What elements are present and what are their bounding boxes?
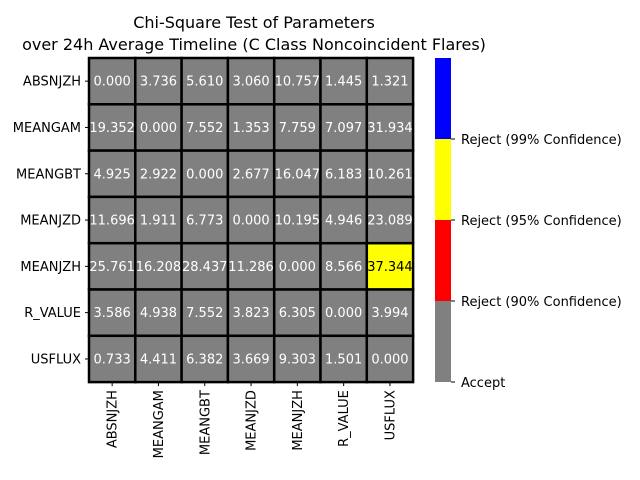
cell-value-label: 25.761 [89,260,135,275]
heatmap-cell [226,288,276,338]
cell-value-label: 0.000 [371,352,408,367]
heatmap-cell [272,103,322,152]
heatmap-cell [87,334,137,384]
heatmap-cell [134,334,183,384]
chart-title-line-2: over 24h Average Timeline (C Class Nonco… [22,35,486,54]
column-tick-label: MEANJZH [291,390,306,451]
cell-value-label: 0.733 [94,352,131,367]
cell-value-label: 5.610 [186,75,223,90]
column-tick-label: R_VALUE [337,390,352,447]
heatmap-cell [365,149,415,199]
cell-value-label: 8.566 [325,260,362,275]
cell-value-label: 6.183 [325,167,362,182]
cell-value-label: 9.303 [279,352,316,367]
colorbar-tick-label: Accept [461,376,505,391]
heatmap-cell [365,334,415,384]
cell-value-label: 10.261 [367,167,413,182]
column-tick-label: ABSNJZH [106,390,121,448]
column-tick-label: MEANGAM [152,390,167,458]
colorbar-tick-label: Reject (99% Confidence) [461,133,622,148]
heatmap-cell [180,56,230,106]
heatmap-cell [365,241,415,291]
colorbar-segment [435,220,451,301]
cell-value-label: 0.000 [186,167,223,182]
cell-value-label: 31.934 [367,121,413,136]
heatmap-cell [272,288,322,338]
cell-value-label: 0.000 [279,260,316,275]
cell-value-label: 1.445 [325,75,362,90]
cell-value-label: 37.344 [367,260,413,275]
cell-value-label: 4.411 [140,352,177,367]
cell-value-label: 6.305 [279,306,316,321]
colorbar-segment [435,139,451,220]
cell-value-label: 2.677 [232,167,269,182]
row-tick-label: MEANJZH [20,260,81,275]
colorbar-tick-label: Reject (90% Confidence) [461,295,622,310]
heatmap-cells: 0.000 3.736 5.610 3.060 10.757 1.445 1.321 19.3… [87,56,415,384]
cell-value-label: 3.736 [140,75,177,90]
column-tick-label: MEANGBT [198,390,213,455]
cell-value-label: 6.773 [186,214,223,229]
colorbar-segment [435,58,451,139]
cell-value-label: 3.823 [232,306,269,321]
cell-value-label: 2.922 [140,167,177,182]
cell-value-label: 7.097 [325,121,362,136]
column-tick-label: USFLUX [383,390,398,440]
cell-value-label: 10.757 [275,75,321,90]
cell-value-label: 6.382 [186,352,223,367]
row-tick-label: MEANJZD [20,214,81,229]
cell-value-label: 4.946 [325,214,362,229]
heatmap-cell [319,334,369,384]
column-tick-label: MEANJZD [245,390,260,451]
heatmap-cell [226,103,276,152]
colorbar-tick-label: Reject (95% Confidence) [461,214,622,229]
heatmap-cell [87,56,137,106]
cell-value-label: 4.925 [94,167,131,182]
cell-value-label: 11.696 [89,214,135,229]
colorbar: Accept Reject (90% Confidence) Reject (95%… [435,58,622,391]
cell-value-label: 1.501 [325,352,362,367]
heatmap-cell [365,288,415,338]
cell-value-label: 0.000 [140,121,177,136]
column-tick-labels: ABSNJZH MEANGAM MEANGBT MEANJZD MEANJZH R_VAL… [106,382,398,458]
cell-value-label: 28.437 [182,260,228,275]
cell-value-label: 10.195 [275,214,321,229]
row-tick-label: MEANGBT [16,167,81,182]
cell-value-label: 0.000 [94,75,131,90]
cell-value-label: 1.353 [232,121,269,136]
cell-value-label: 23.089 [367,214,413,229]
heatmap-cell [226,334,276,384]
cell-value-label: 3.669 [232,352,269,367]
heatmap-cell [134,103,183,152]
row-tick-label: MEANGAM [13,121,81,136]
row-tick-label: USFLUX [31,352,81,367]
cell-value-label: 16.208 [136,260,182,275]
cell-value-label: 0.000 [325,306,362,321]
cell-value-label: 0.000 [232,214,269,229]
colorbar-segment [435,301,451,382]
cell-value-label: 16.047 [275,167,321,182]
cell-value-label: 7.552 [186,121,223,136]
cell-value-label: 1.321 [371,75,408,90]
chart-title-line-1: Chi-Square Test of Parameters [133,13,375,32]
cell-value-label: 7.552 [186,306,223,321]
cell-value-label: 4.938 [140,306,177,321]
cell-value-label: 3.586 [94,306,131,321]
cell-value-label: 1.911 [140,214,177,229]
row-tick-label: R_VALUE [24,306,81,321]
cell-value-label: 19.352 [89,121,135,136]
cell-value-label: 7.759 [279,121,316,136]
heatmap-cell [319,56,369,106]
cell-value-label: 11.286 [228,260,274,275]
row-tick-label: ABSNJZH [23,75,81,90]
heatmap-cell [272,149,322,199]
row-tick-labels: ABSNJZH MEANGAM MEANGBT MEANJZD MEANJZH R_VAL… [13,75,89,367]
cell-value-label: 3.060 [232,75,269,90]
heatmap-cell [365,195,415,245]
heatmap-cell [87,195,137,245]
heatmap-cell [134,288,183,338]
cell-value-label: 3.994 [371,306,408,321]
